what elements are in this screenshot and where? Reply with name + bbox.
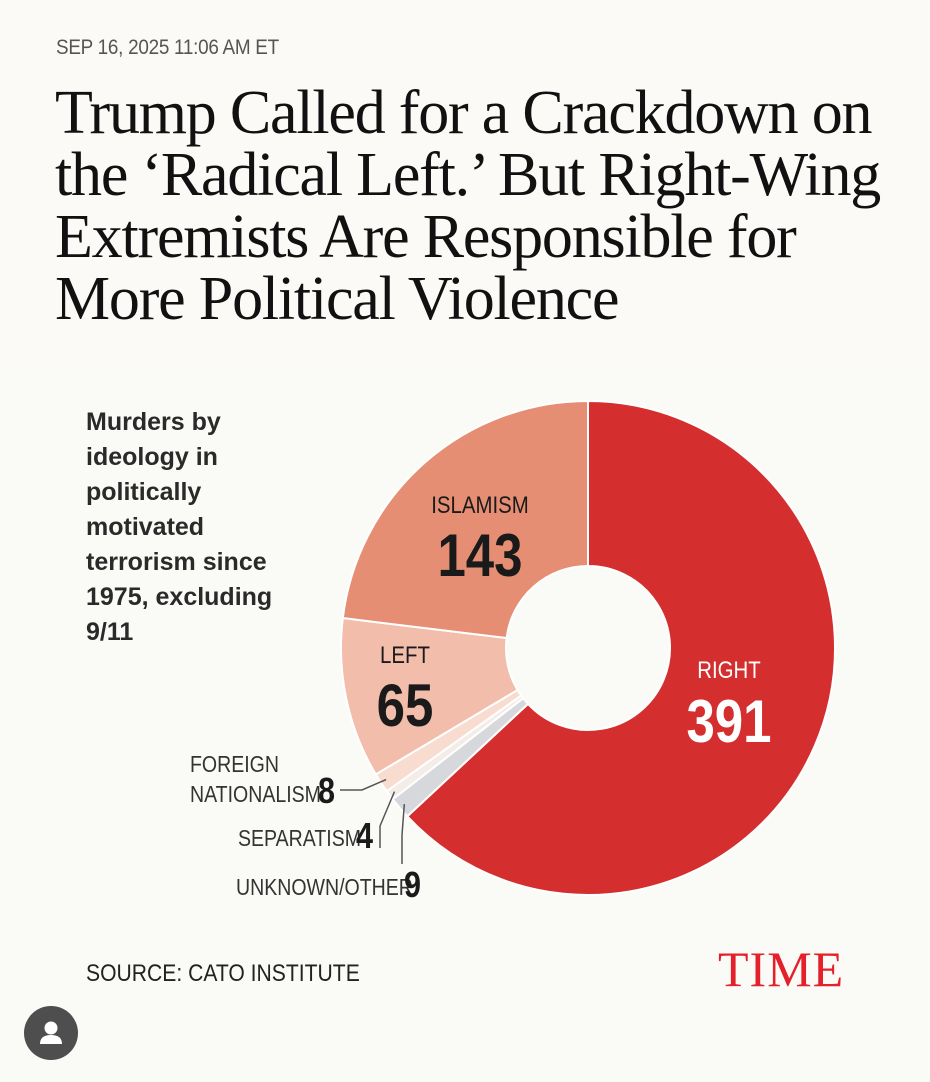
value-separatism: 4 <box>356 817 373 857</box>
data-label-left-category: LEFT <box>380 641 430 668</box>
value-unknown-other: 9 <box>404 866 421 906</box>
slice-right <box>405 399 836 896</box>
chart-title: Murders by ideology in politically motiv… <box>86 408 273 646</box>
dateline: SEP 16, 2025 11:06 AM ET <box>56 36 279 59</box>
slice-islamism <box>341 399 589 640</box>
slice-left <box>340 616 519 776</box>
leader-unknown-other <box>401 803 406 864</box>
value-foreign-nationalism: 8 <box>318 772 335 812</box>
data-label-right-category: RIGHT <box>697 656 761 683</box>
leader-separatism <box>379 791 396 848</box>
data-label-right-value: 391 <box>686 688 771 755</box>
headline: Trump Called for a Crackdown on the ‘Rad… <box>55 79 881 333</box>
label-unknown-other: UNKNOWN/OTHER <box>236 875 413 901</box>
source-note: SOURCE: CATO INSTITUTE <box>86 960 360 987</box>
leader-foreign-nationalism <box>340 778 387 791</box>
profile-avatar-icon[interactable] <box>24 1006 78 1060</box>
label-separatism: SEPARATISM <box>238 826 361 852</box>
data-label-islamism-category: ISLAMISM <box>431 491 528 518</box>
data-label-islamism-value: 143 <box>437 522 522 589</box>
label-foreign-nationalism-line1: FOREIGN <box>190 752 279 778</box>
data-label-left-value: 65 <box>377 672 434 739</box>
label-foreign-nationalism-line2: NATIONALISM <box>190 782 321 808</box>
time-logo[interactable]: TIME <box>718 941 845 997</box>
